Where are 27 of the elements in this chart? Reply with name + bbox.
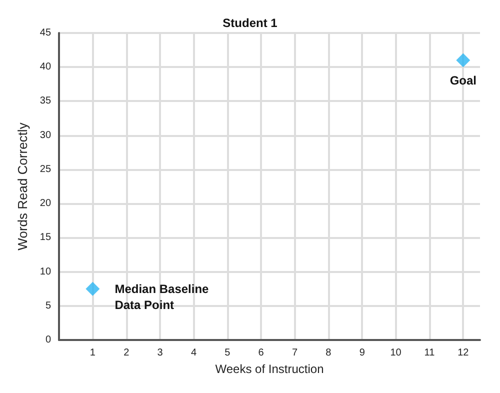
x-axis-title: Weeks of Instruction [215, 362, 324, 376]
x-tick-label: 10 [390, 348, 402, 358]
x-tick-label: 3 [157, 348, 164, 358]
y-tick-label: 0 [45, 334, 52, 346]
y-tick-label: 5 [45, 300, 52, 312]
y-tick-label: 30 [40, 130, 52, 141]
annotation: Goal [450, 73, 476, 88]
annotation: Median Baseline Data Point [114, 282, 210, 312]
y-tick-label: 15 [40, 232, 52, 244]
y-tick-label: 25 [40, 164, 52, 175]
x-tick-label: 1 [90, 348, 96, 358]
x-tick-label: 12 [458, 348, 470, 358]
y-tick-label: 10 [40, 266, 52, 278]
x-tick-label: 4 [190, 348, 197, 358]
x-tick-label: 2 [124, 348, 130, 358]
x-tick-label: 11 [424, 348, 436, 358]
x-tick-label: 9 [359, 348, 366, 358]
y-tick-label: 40 [40, 62, 52, 73]
x-tick-label: 5 [224, 348, 231, 358]
x-tick-label: 7 [292, 348, 298, 358]
y-tick-label: 20 [40, 198, 52, 210]
x-tick-label: 6 [258, 348, 264, 358]
y-tick-label: 35 [40, 96, 52, 107]
x-tick-label: 8 [326, 348, 332, 358]
y-tick-label: 45 [40, 28, 52, 38]
y-axis-title: Words Read Correctly [15, 122, 30, 250]
chart-title: Student 1 [222, 16, 278, 30]
